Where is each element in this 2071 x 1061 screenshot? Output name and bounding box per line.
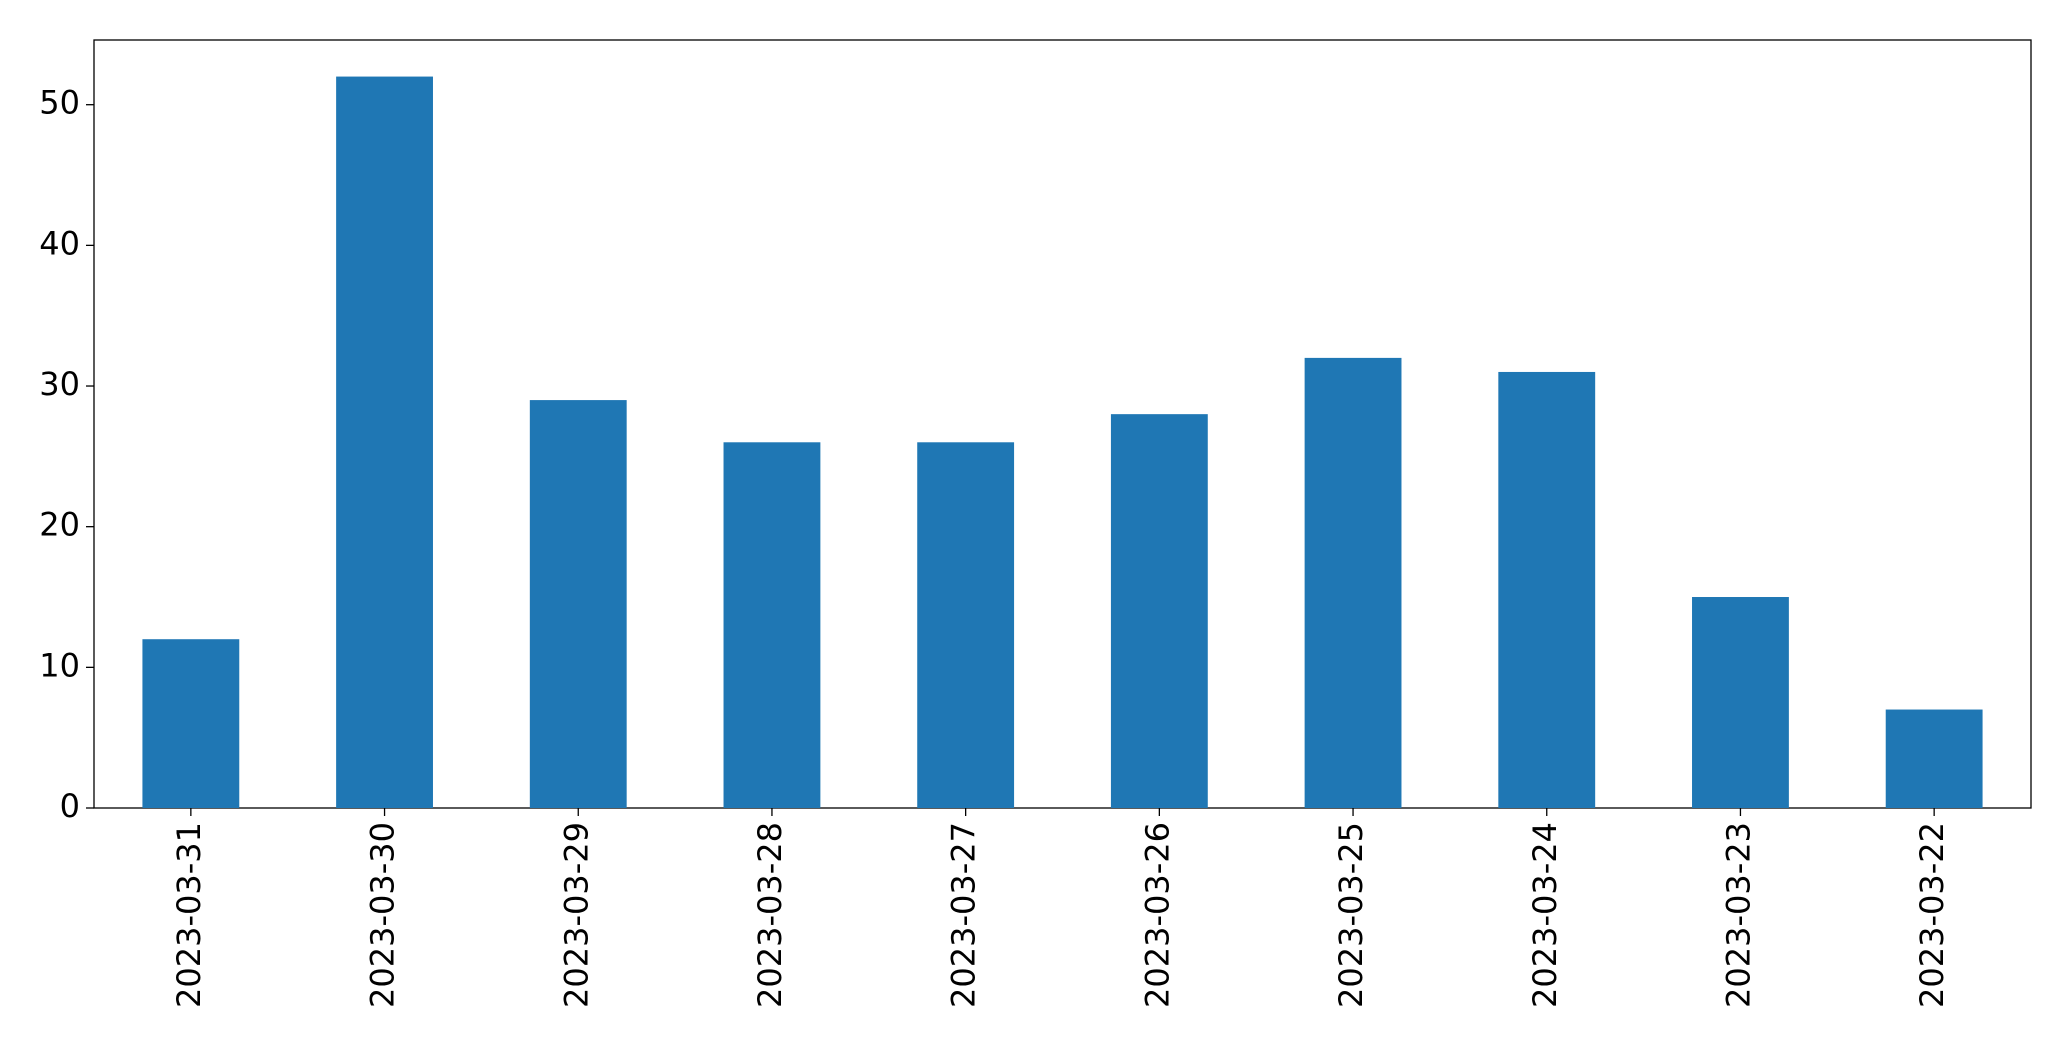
x-tick-label: 2023-03-29 xyxy=(557,822,595,1008)
y-tick-label: 20 xyxy=(39,506,80,544)
y-tick-label: 0 xyxy=(60,787,80,825)
bar xyxy=(1304,357,1402,808)
bar xyxy=(1110,414,1208,808)
bar xyxy=(336,76,433,809)
bar xyxy=(529,400,627,808)
y-tick-label: 50 xyxy=(39,84,80,122)
x-tick-label: 2023-03-23 xyxy=(1719,822,1757,1008)
y-tick-label: 10 xyxy=(39,646,80,684)
x-tick-label: 2023-03-26 xyxy=(1138,822,1176,1008)
x-tick-label: 2023-03-28 xyxy=(751,822,789,1008)
y-tick-label: 30 xyxy=(39,365,80,403)
x-tick-label: 2023-03-27 xyxy=(945,822,983,1008)
x-tick-label: 2023-03-22 xyxy=(1913,822,1951,1008)
bar xyxy=(142,639,240,808)
x-tick-label: 2023-03-24 xyxy=(1526,822,1564,1008)
y-tick-label: 40 xyxy=(39,224,80,262)
bar xyxy=(1498,371,1596,808)
x-tick-label: 2023-03-30 xyxy=(364,822,402,1008)
bar xyxy=(1692,597,1789,808)
plot-frame xyxy=(93,39,2032,809)
bar xyxy=(917,442,1015,808)
bar xyxy=(1885,709,1983,808)
x-tick-label: 2023-03-31 xyxy=(170,822,208,1008)
x-tick-label: 2023-03-25 xyxy=(1332,822,1370,1008)
bar xyxy=(723,442,821,808)
